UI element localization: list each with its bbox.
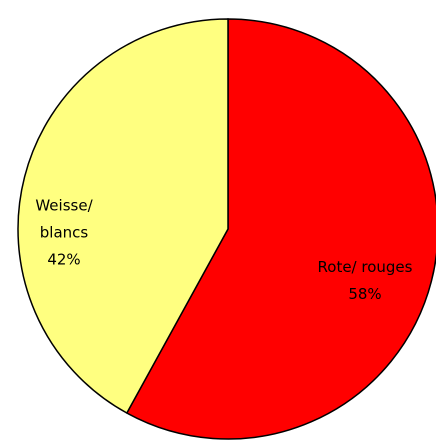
category-label: Rote/ rouges xyxy=(317,258,413,276)
pie-slice xyxy=(125,18,436,440)
slice-label: Rote/ rouges 58% xyxy=(295,254,435,308)
slice-label: Weisse/ blancs 42% xyxy=(29,193,99,274)
value-label: 42% xyxy=(47,250,81,269)
value-label: 58% xyxy=(348,285,382,303)
pie-slice xyxy=(17,18,229,415)
category-label: Weisse/ blancs xyxy=(35,196,93,242)
